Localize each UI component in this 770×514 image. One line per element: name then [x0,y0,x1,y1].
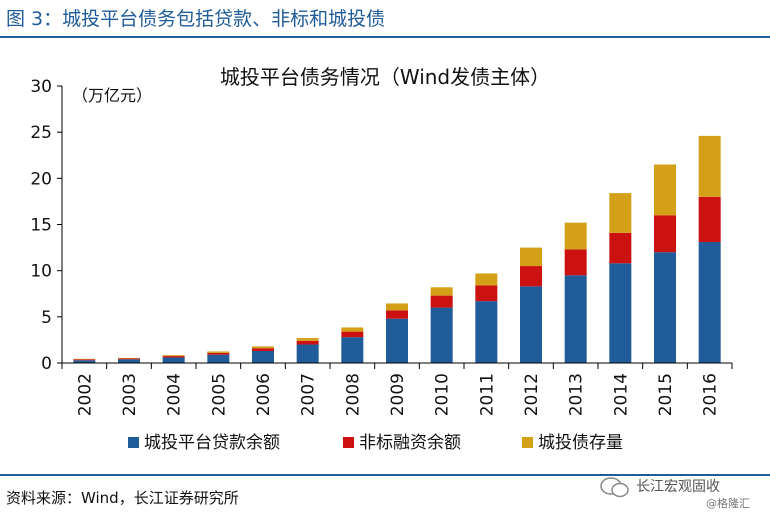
bar-2009-bond [386,303,408,311]
bar-2011-loan [475,301,498,363]
bar-2005-loan [207,354,230,363]
bar-2007-bond [296,338,319,341]
legend: 城投平台贷款余额 非标融资余额 城投债存量 [128,433,623,453]
x-tick-label: 2005 [209,373,229,416]
legend-swatch [522,437,533,448]
bar-2010-loan [430,307,453,363]
legend-label: 城投债存量 [538,433,623,453]
legend-swatch [128,437,139,448]
bar-2012-nonstandard [520,266,542,287]
bar-2002-nonstandard [73,359,96,361]
x-tick-label: 2011 [477,373,497,416]
bar-2016-loan [698,242,721,363]
y-tick-label: 0 [41,354,52,374]
y-tick-label: 15 [30,216,52,236]
bar-2011-bond [475,273,498,286]
x-tick-label: 2012 [522,373,542,416]
bars [73,135,721,363]
y-tick-label: 5 [41,308,52,328]
y-axis-unit-label: （万亿元） [72,86,152,105]
bar-2013-nonstandard [564,249,587,276]
source-note: 资料来源：Wind，长江证券研究所 [6,489,239,507]
x-tick-label: 2009 [388,373,408,416]
bar-2010-bond [430,287,453,296]
bar-2008-nonstandard [341,331,364,338]
bar-2005-nonstandard [207,352,230,355]
x-tick-label: 2004 [165,373,185,416]
bar-2012-bond [520,247,542,267]
bar-2014-nonstandard [609,232,632,264]
bar-2008-bond [341,327,364,332]
bar-2015-bond [654,164,676,216]
bar-2003-loan [118,359,140,363]
x-tick-label: 2014 [611,373,631,416]
bar-2009-nonstandard [386,310,408,319]
bar-2004-loan [162,357,185,363]
x-tick-label: 2016 [701,373,721,416]
bar-2015-nonstandard [654,215,676,253]
bar-2004-nonstandard [162,356,185,358]
y-tick-label: 30 [30,77,52,97]
bar-2014-bond [609,193,632,233]
stacked-bar-chart: 城投平台债务情况（Wind发债主体） （万亿元） 0 5 10 15 20 25 30 20… [30,65,733,453]
watermark-sub: @格隆汇 [706,497,750,510]
x-tick-label: 2006 [254,373,274,416]
bar-2003-nonstandard [118,358,140,360]
bar-2009-loan [386,318,408,363]
wechat-icon [600,477,629,498]
bar-2015-loan [654,252,676,363]
bar-2006-loan [252,350,274,363]
legend-swatch [343,437,354,448]
title-divider [0,36,770,38]
axes [61,86,733,369]
bar-2008-loan [341,337,364,363]
watermark-name: 长江宏观固收 [636,479,720,495]
bar-2012-loan [520,286,542,363]
legend-label: 城投平台贷款余额 [144,433,280,453]
x-tick-label: 2015 [656,373,676,416]
y-axis-ticks: 0 5 10 15 20 25 30 [30,77,62,374]
x-tick-label: 2002 [75,373,95,416]
bar-2005-bond [207,351,230,353]
legend-label: 非标融资余额 [359,433,461,453]
x-tick-label: 2010 [433,373,453,416]
chart-title: 城投平台债务情况（Wind发债主体） [220,65,550,89]
bar-2013-loan [564,275,587,363]
x-tick-label: 2007 [299,373,319,416]
bar-2002-loan [73,360,96,363]
y-tick-label: 10 [30,262,52,282]
y-tick-label: 25 [30,123,52,143]
x-tick-label: 2013 [567,373,587,416]
bar-2006-bond [252,346,274,349]
bar-2007-nonstandard [296,340,319,345]
bar-2016-nonstandard [698,196,721,243]
x-tick-label: 2008 [343,373,363,416]
bar-2006-nonstandard [252,348,274,351]
watermark: 长江宏观固收 @格隆汇 [600,474,765,512]
y-tick-label: 20 [30,169,52,189]
x-axis-tick-labels: 2002 2003 2004 2005 2006 2007 2008 2009 2010 2011… [75,373,720,416]
bar-2014-loan [609,263,632,363]
bar-2011-nonstandard [475,285,498,302]
x-tick-label: 2003 [120,373,140,416]
source-divider [0,474,770,476]
figure-title: 图 3：城投平台债务包括贷款、非标和城投债 [6,8,386,30]
bar-2016-bond [698,135,721,197]
bar-2004-bond [162,355,185,357]
bar-2013-bond [564,222,587,250]
bar-2010-nonstandard [430,295,453,308]
bar-2007-loan [296,344,319,363]
